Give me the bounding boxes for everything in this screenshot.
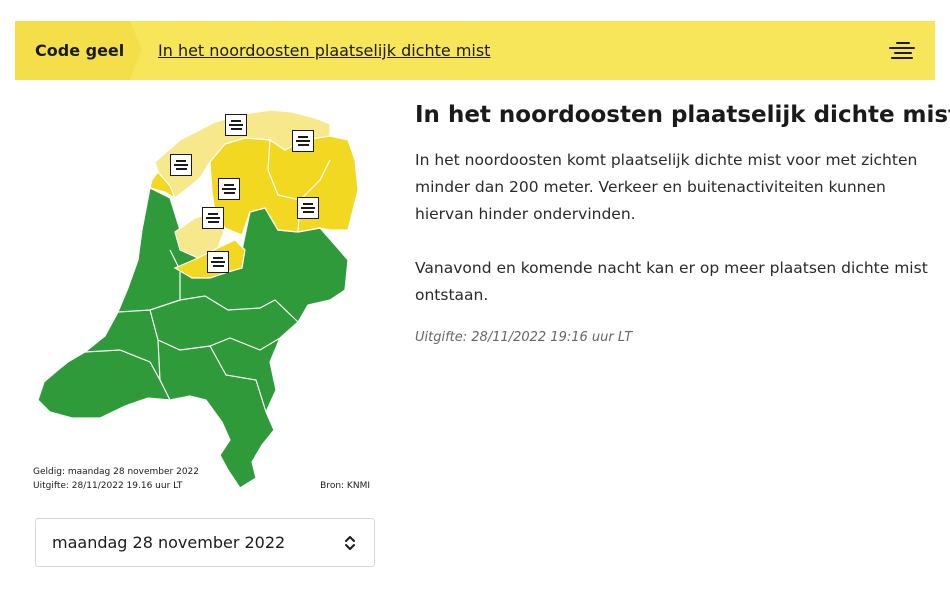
fog-icon (889, 41, 915, 61)
code-label: Code geel (15, 21, 142, 80)
map-valid-text: Geldig: maandag 28 november 2022 (33, 467, 200, 477)
fog-marker-icon (170, 154, 192, 176)
warning-issued: Uitgifte: 28/11/2022 19:16 uur LT (415, 330, 633, 345)
fog-marker-icon (207, 251, 229, 273)
fog-marker-icon (292, 130, 314, 152)
chevron-up-down-icon (345, 536, 355, 550)
date-select-value: maandag 28 november 2022 (52, 533, 286, 552)
map-issued-text: Uitgifte: 28/11/2022 19.16 uur LT (33, 481, 183, 491)
fog-marker-icon (218, 178, 240, 200)
netherlands-map (37, 109, 359, 489)
warning-summary-link[interactable]: In het noordoosten plaatselijk dichte mi… (158, 41, 491, 60)
warning-map: Geldig: maandag 28 november 2022 Uitgift… (30, 100, 375, 500)
fog-marker-icon (225, 114, 247, 136)
region-yellow-coast (149, 171, 177, 200)
fog-marker-icon (202, 207, 224, 229)
warning-body: In het noordoosten komt plaatselijk dich… (415, 147, 930, 309)
warning-banner: Code geel In het noordoosten plaatselijk… (15, 21, 935, 80)
warning-paragraph: In het noordoosten komt plaatselijk dich… (415, 151, 918, 223)
map-source-text: Bron: KNMI (320, 481, 370, 491)
date-select[interactable]: maandag 28 november 2022 (35, 518, 375, 567)
warning-title: In het noordoosten plaatselijk dichte mi… (415, 102, 950, 128)
fog-marker-icon (297, 197, 319, 219)
region-yellow-northeast (209, 135, 359, 236)
warning-paragraph: Vanavond en komende nacht kan er op meer… (415, 259, 928, 304)
